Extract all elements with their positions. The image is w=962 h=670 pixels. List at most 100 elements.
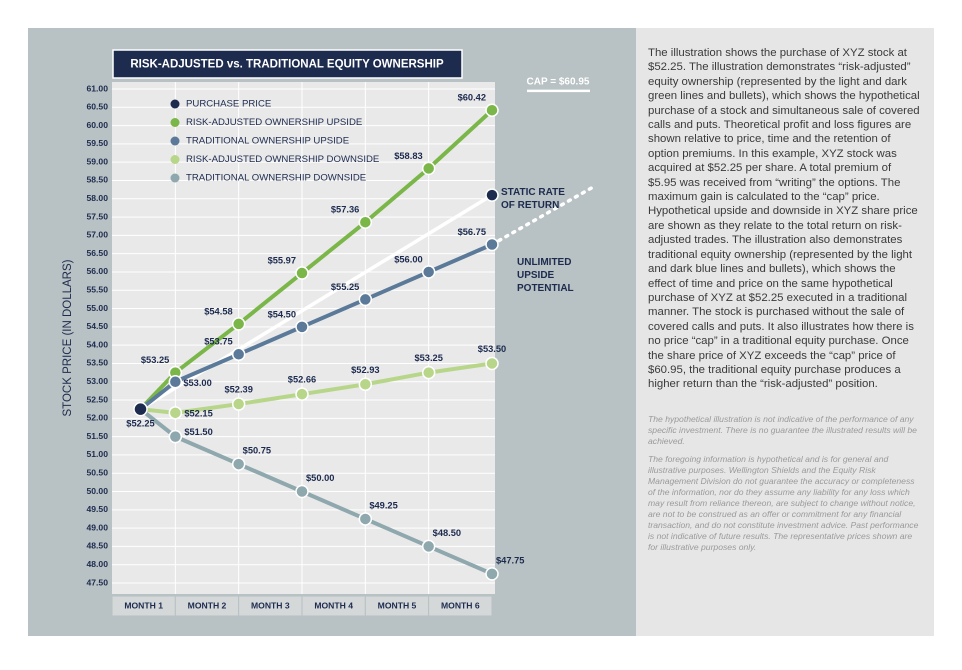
data-label: $52.39 (224, 385, 252, 395)
x-tick-label: MONTH 5 (378, 600, 417, 610)
legend-label: RISK-ADJUSTED OWNERSHIP UPSIDE (186, 117, 362, 128)
series-line (174, 242, 493, 384)
data-label: $52.66 (288, 375, 316, 385)
data-label: $50.75 (243, 446, 271, 456)
y-tick-label: 56.00 (86, 266, 108, 276)
y-tick-label: 55.50 (86, 285, 108, 295)
y-tick-label: 56.50 (86, 248, 108, 258)
x-tick-label: MONTH 6 (441, 600, 480, 610)
y-tick-label: 54.50 (86, 321, 108, 331)
y-tick-label: 58.00 (86, 193, 108, 203)
data-point (231, 347, 246, 362)
data-point (485, 103, 499, 117)
data-point (295, 387, 309, 401)
static-rate-label: STATIC RATE OF RETURN (501, 187, 565, 211)
x-tick-label: MONTH 1 (124, 600, 163, 610)
disclaimer: The foregoing information is hypothetica… (648, 453, 919, 552)
legend-marker (170, 155, 180, 164)
data-label: $53.25 (141, 355, 169, 365)
x-tick-label: MONTH 4 (314, 600, 353, 610)
static-rate-point (485, 188, 499, 202)
y-tick-label: 47.50 (86, 577, 108, 587)
y-tick-label: 50.50 (86, 467, 108, 477)
data-point (231, 317, 246, 331)
legend-marker (170, 99, 180, 109)
data-point (168, 406, 183, 420)
y-tick-label: 50.00 (86, 486, 108, 496)
y-tick-label: 57.50 (86, 211, 108, 221)
data-label: $57.36 (331, 205, 359, 215)
data-point (421, 365, 436, 380)
y-tick-label: 53.00 (86, 376, 108, 386)
x-label-cell (428, 595, 493, 617)
legend-label: PURCHASE PRICE (186, 99, 271, 110)
data-label: $50.00 (306, 473, 334, 483)
y-tick-label: 60.50 (86, 102, 108, 112)
y-tick-label: 59.50 (86, 138, 108, 148)
side-panel: The illustration shows the purchase of X… (636, 28, 934, 636)
disclaimer: The hypothetical illustration is not ind… (648, 413, 917, 446)
chart: RISK-ADJUSTED vs. TRADITIONAL EQUITY OWN… (28, 28, 636, 636)
series-line (175, 361, 493, 415)
data-point (295, 320, 309, 334)
data-point (295, 484, 309, 499)
y-tick-label: 55.00 (86, 303, 108, 313)
y-tick-label: 49.50 (86, 504, 108, 514)
data-point (231, 457, 246, 471)
y-tick-label: 53.50 (86, 358, 108, 368)
data-label: $55.97 (268, 256, 296, 266)
legend-marker (170, 118, 180, 127)
legend-marker (170, 173, 180, 183)
y-axis-label: STOCK PRICE (IN DOLLARS) (62, 259, 74, 416)
connector (139, 380, 177, 411)
data-label: $53.75 (204, 337, 232, 347)
data-label: $54.58 (204, 306, 232, 316)
data-point (168, 429, 183, 444)
y-tick-label: 49.00 (86, 522, 108, 532)
y-tick-label: 54.00 (86, 339, 108, 349)
legend-marker (170, 136, 180, 146)
data-label: $53.00 (183, 378, 211, 388)
grid (112, 82, 495, 594)
data-label: $49.25 (369, 500, 397, 510)
y-tick-label: 52.00 (86, 413, 108, 423)
data-point (168, 374, 183, 389)
y-tick-label: 52.50 (86, 394, 108, 404)
data-point (421, 539, 436, 554)
data-label: $60.42 (458, 93, 486, 103)
data-label: $55.25 (331, 282, 359, 292)
legend-label: RISK-ADJUSTED OWNERSHIP DOWNSIDE (186, 154, 379, 165)
y-tick-label: 58.50 (86, 175, 108, 185)
y-tick-label: 48.50 (86, 541, 108, 551)
series-line (174, 434, 493, 576)
y-tick-label: 59.00 (86, 156, 108, 166)
data-label: $52.93 (351, 365, 379, 375)
data-point (133, 401, 148, 417)
chart-title: RISK-ADJUSTED vs. TRADITIONAL EQUITY OWN… (130, 59, 444, 71)
data-point (295, 266, 309, 280)
legend-label: TRADITIONAL OWNERSHIP UPSIDE (186, 136, 349, 147)
unlimited-label: UNLIMITED UPSIDE POTENTIAL (517, 257, 574, 294)
data-label: $52.15 (184, 408, 212, 418)
y-tick-label: 60.00 (86, 120, 108, 130)
cap-label: CAP = $60.95 (527, 76, 590, 87)
unlimited-extension (490, 184, 596, 247)
data-point (358, 512, 373, 526)
data-label: $51.50 (184, 427, 212, 437)
series-line (174, 108, 494, 375)
data-point (358, 215, 373, 229)
title-box (112, 49, 463, 79)
data-label: $52.25 (126, 419, 154, 429)
data-point (358, 292, 373, 307)
data-point (485, 567, 499, 581)
connector (139, 407, 177, 439)
data-label: $48.50 (433, 528, 461, 538)
data-label: $54.50 (268, 309, 296, 319)
data-point (358, 377, 373, 392)
data-label: $53.50 (478, 344, 506, 354)
x-tick-label: MONTH 2 (188, 600, 227, 610)
legend-label: TRADITIONAL OWNERSHIP DOWNSIDE (186, 173, 366, 184)
x-tick-label: MONTH 3 (251, 600, 290, 610)
y-tick-label: 57.00 (86, 230, 108, 240)
